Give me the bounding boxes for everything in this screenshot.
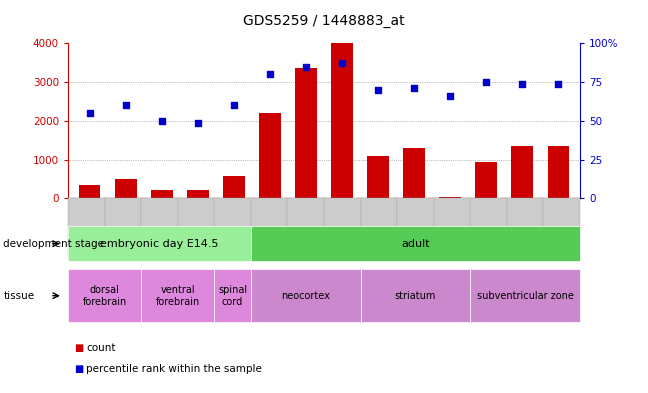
Bar	[79, 185, 100, 198]
Text: neocortex: neocortex	[281, 291, 330, 301]
Bar	[187, 190, 209, 198]
Bar	[115, 179, 137, 198]
Bar	[548, 146, 569, 198]
Bar	[259, 113, 281, 198]
Text: GDS5259 / 1448883_at: GDS5259 / 1448883_at	[243, 14, 405, 28]
Text: dorsal
forebrain: dorsal forebrain	[82, 285, 127, 307]
Text: subventricular zone: subventricular zone	[477, 291, 573, 301]
Text: development stage: development stage	[3, 239, 104, 249]
Point	[301, 63, 311, 70]
Text: ■: ■	[75, 343, 84, 353]
Point	[409, 85, 419, 91]
Text: striatum: striatum	[395, 291, 436, 301]
Point	[517, 81, 527, 87]
Point	[192, 119, 203, 126]
Bar	[223, 176, 245, 198]
Point	[481, 79, 491, 85]
Text: adult: adult	[401, 239, 430, 249]
Text: tissue: tissue	[3, 291, 34, 301]
Bar	[331, 43, 353, 198]
Bar	[439, 196, 461, 198]
Bar	[367, 156, 389, 198]
Text: ventral
forebrain: ventral forebrain	[156, 285, 200, 307]
Text: spinal
cord: spinal cord	[218, 285, 247, 307]
Point	[229, 102, 239, 108]
Point	[337, 59, 347, 66]
Text: count: count	[86, 343, 116, 353]
Bar	[151, 189, 172, 198]
Point	[445, 92, 456, 99]
Bar	[511, 146, 533, 198]
Point	[84, 110, 95, 116]
Point	[265, 71, 275, 77]
Bar	[476, 162, 497, 198]
Point	[553, 81, 564, 87]
Text: ■: ■	[75, 364, 84, 375]
Point	[373, 86, 383, 93]
Point	[157, 118, 167, 124]
Bar	[295, 68, 317, 198]
Point	[121, 102, 131, 108]
Text: embryonic day E14.5: embryonic day E14.5	[100, 239, 219, 249]
Bar	[403, 148, 425, 198]
Text: percentile rank within the sample: percentile rank within the sample	[86, 364, 262, 375]
